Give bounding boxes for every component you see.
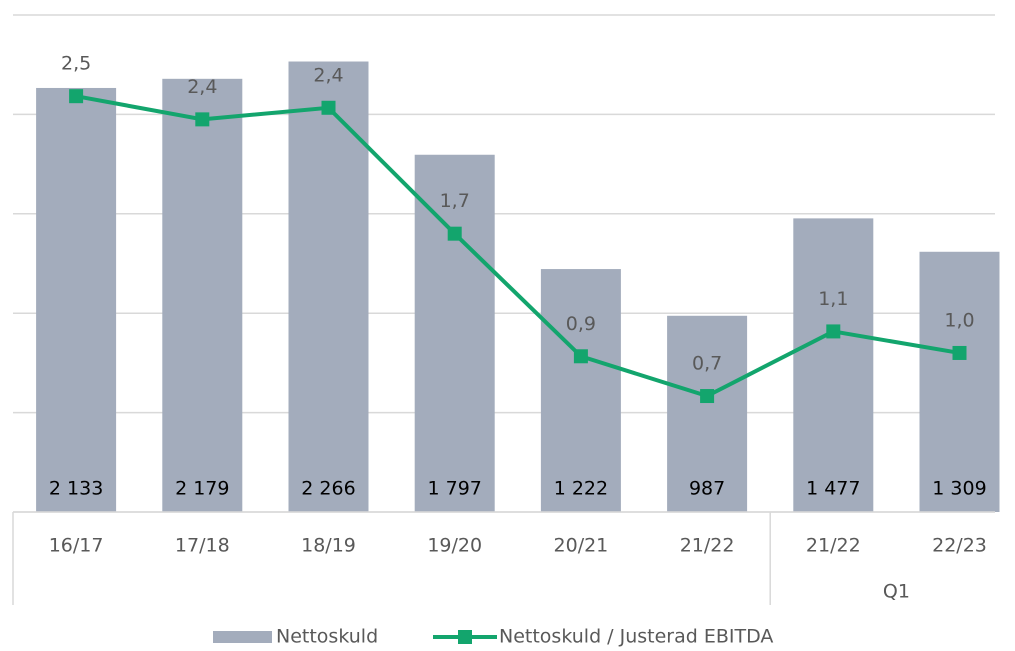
bar-label: 1 222 xyxy=(554,478,608,500)
bar xyxy=(162,78,243,513)
line-label: 0,9 xyxy=(566,313,596,335)
line-marker xyxy=(69,89,84,104)
line-marker xyxy=(447,226,462,241)
x-tick-label: 16/17 xyxy=(49,535,104,557)
legend-label: Nettoskuld xyxy=(276,626,378,648)
x-tick-label: 19/20 xyxy=(427,535,482,557)
line-label: 1,0 xyxy=(944,309,974,331)
line-label: 2,4 xyxy=(313,64,343,86)
line-label: 1,1 xyxy=(818,288,848,310)
legend-swatch xyxy=(213,631,272,643)
x-tick-label: 21/22 xyxy=(806,535,861,557)
x-tick-label: 18/19 xyxy=(301,535,356,557)
bar-label: 2 179 xyxy=(175,478,229,500)
line-marker xyxy=(573,349,588,364)
line-label: 0,7 xyxy=(692,353,722,375)
line-label: 1,7 xyxy=(440,190,470,212)
line-marker xyxy=(952,345,967,360)
bar xyxy=(414,154,495,512)
x-tick-label: 17/18 xyxy=(175,535,230,557)
line-marker xyxy=(195,112,210,127)
x-tick-label: 20/21 xyxy=(554,535,609,557)
bar xyxy=(36,87,117,513)
bar-label: 2 133 xyxy=(49,478,103,500)
legend-label: Nettoskuld / Justerad EBITDA xyxy=(499,626,773,648)
legend-swatch xyxy=(458,630,472,644)
line-label: 2,5 xyxy=(61,53,91,75)
line-marker xyxy=(321,100,336,115)
bar-label: 987 xyxy=(689,478,725,500)
line xyxy=(75,94,960,399)
bar-label: 1 309 xyxy=(932,478,986,500)
bar xyxy=(540,269,621,512)
bar-label: 1 477 xyxy=(806,478,860,500)
group-label: Q1 xyxy=(883,581,910,603)
bar xyxy=(919,251,1000,512)
bar-label: 1 797 xyxy=(427,478,481,500)
x-tick-label: 22/23 xyxy=(932,535,987,557)
bar-label: 2 266 xyxy=(301,478,355,500)
bar xyxy=(288,61,369,513)
bar xyxy=(793,218,874,512)
line-label: 2,4 xyxy=(187,76,217,98)
line-marker xyxy=(700,389,715,404)
x-tick-label: 21/22 xyxy=(680,535,735,557)
line-marker xyxy=(826,324,841,339)
bar xyxy=(667,315,748,512)
